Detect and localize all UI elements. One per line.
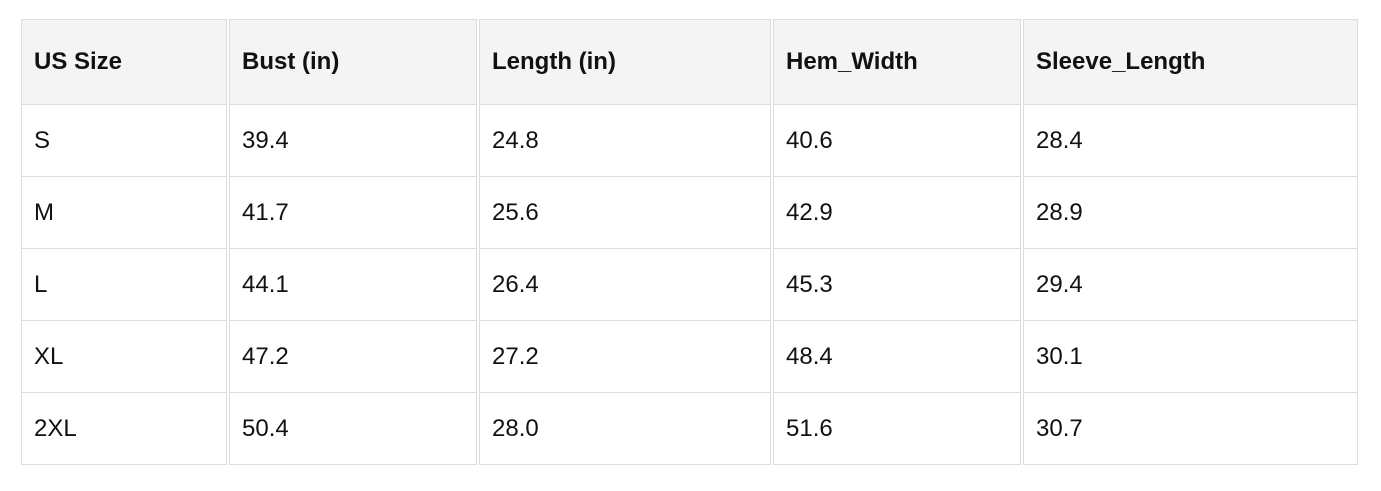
table-cell: 30.1 — [1023, 321, 1358, 393]
table-cell: 27.2 — [479, 321, 771, 393]
table-cell: 42.9 — [773, 177, 1021, 249]
table-cell: 39.4 — [229, 105, 477, 177]
table-row: L 44.1 26.4 45.3 29.4 — [21, 249, 1358, 321]
table-cell: 25.6 — [479, 177, 771, 249]
table-cell: 45.3 — [773, 249, 1021, 321]
header-row: US Size Bust (in) Length (in) Hem_Width Slee… — [21, 19, 1358, 105]
column-header: US Size — [21, 19, 227, 105]
table-cell: 50.4 — [229, 393, 477, 465]
column-header: Length (in) — [479, 19, 771, 105]
table-cell: 30.7 — [1023, 393, 1358, 465]
table-cell: 41.7 — [229, 177, 477, 249]
table-cell: 28.0 — [479, 393, 771, 465]
table-cell: M — [21, 177, 227, 249]
table-cell: XL — [21, 321, 227, 393]
column-header: Sleeve_Length — [1023, 19, 1358, 105]
table-cell: 47.2 — [229, 321, 477, 393]
table-cell: 48.4 — [773, 321, 1021, 393]
column-header: Hem_Width — [773, 19, 1021, 105]
table-cell: 51.6 — [773, 393, 1021, 465]
table-cell: 29.4 — [1023, 249, 1358, 321]
table-row: XL 47.2 27.2 48.4 30.1 — [21, 321, 1358, 393]
table-cell: 24.8 — [479, 105, 771, 177]
table-cell: 28.4 — [1023, 105, 1358, 177]
size-chart-table: US Size Bust (in) Length (in) Hem_Width Slee… — [19, 19, 1360, 465]
table-cell: S — [21, 105, 227, 177]
table-row: S 39.4 24.8 40.6 28.4 — [21, 105, 1358, 177]
table-cell: 40.6 — [773, 105, 1021, 177]
table-cell: 26.4 — [479, 249, 771, 321]
table-row: M 41.7 25.6 42.9 28.9 — [21, 177, 1358, 249]
column-header: Bust (in) — [229, 19, 477, 105]
table-cell: 2XL — [21, 393, 227, 465]
table-row: 2XL 50.4 28.0 51.6 30.7 — [21, 393, 1358, 465]
table-cell: 28.9 — [1023, 177, 1358, 249]
table-cell: L — [21, 249, 227, 321]
table-cell: 44.1 — [229, 249, 477, 321]
